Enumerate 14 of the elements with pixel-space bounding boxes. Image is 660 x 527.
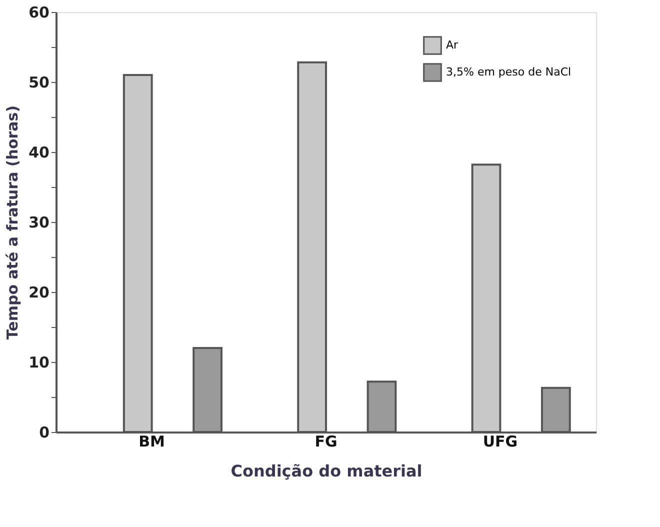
y-tick-label: 50 [28, 74, 50, 92]
legend-label: 3,5% em peso de NaCl [446, 66, 572, 78]
y-axis-title: Tempo até a fratura (horas) [4, 105, 22, 340]
y-tick-label: 20 [28, 284, 50, 302]
y-tick-label: 40 [28, 144, 50, 162]
y-tick-label: 10 [28, 354, 50, 372]
y-tick-label: 60 [28, 4, 50, 22]
y-tick-label: 30 [28, 214, 50, 232]
x-axis-title: Condição do material [230, 462, 422, 480]
x-tick-label: UFG [482, 432, 518, 450]
legend-label: Ar [446, 38, 459, 52]
x-tick-label: FG [314, 432, 338, 450]
x-tick-label: BM [138, 432, 165, 450]
y-tick-label: 0 [39, 424, 50, 442]
